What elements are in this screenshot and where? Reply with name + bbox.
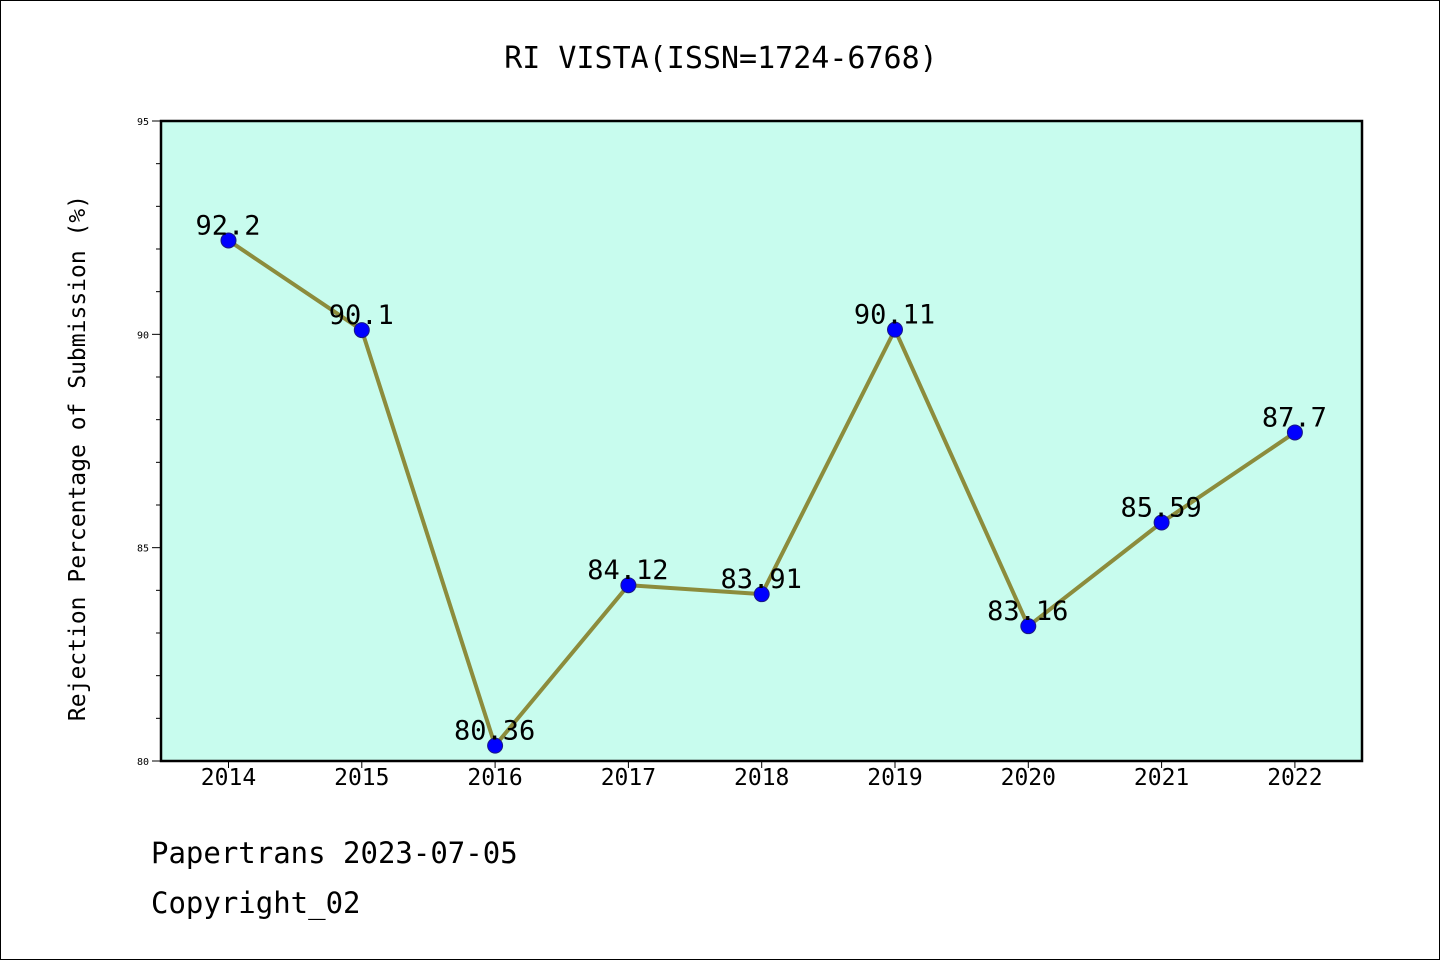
data-point — [220, 232, 237, 249]
chart-title: RI VISTA(ISSN=1724-6768) — [504, 41, 937, 76]
x-tick-label: 2018 — [734, 765, 789, 791]
data-point — [1020, 618, 1037, 635]
x-tick-label: 2017 — [601, 765, 656, 791]
data-label: 83.16 — [987, 596, 1068, 627]
data-label: 84.12 — [587, 555, 668, 586]
data-point — [620, 577, 637, 594]
x-axis-ticks: 2014 2015 2016 2017 2018 2019 2020 2021 2022 — [201, 761, 1323, 791]
data-point — [353, 322, 370, 339]
y-tick-label: 95 — [137, 117, 149, 128]
x-tick-label: 2016 — [467, 765, 522, 791]
footer-copyright: Copyright_02 — [151, 886, 361, 920]
x-tick-label: 2021 — [1134, 765, 1189, 791]
x-tick-label: 2014 — [201, 765, 256, 791]
data-point — [753, 586, 770, 603]
x-tick-label: 2022 — [1267, 765, 1322, 791]
y-tick-label: 80 — [137, 757, 149, 768]
y-axis-ticks: 80 85 90 95 — [137, 117, 161, 768]
data-label-group: 92.2 90.1 80.36 84.12 83.91 90.11 83.16 85.59 87… — [195, 210, 1326, 746]
x-tick-label: 2015 — [334, 765, 389, 791]
data-label: 90.11 — [854, 300, 935, 331]
data-point — [1286, 424, 1303, 441]
plot-area — [159, 119, 1364, 763]
x-tick-label: 2020 — [1001, 765, 1056, 791]
x-tick-label: 2019 — [867, 765, 922, 791]
data-point — [487, 737, 504, 754]
data-label: 87.7 — [1262, 402, 1327, 433]
series-line-group — [220, 232, 1303, 754]
y-tick-label: 85 — [137, 544, 149, 555]
data-label: 85.59 — [1120, 492, 1201, 523]
data-label: 83.91 — [721, 564, 802, 595]
footer-date: Papertrans 2023-07-05 — [151, 836, 518, 870]
data-label: 80.36 — [454, 716, 535, 747]
data-point — [887, 321, 903, 338]
data-label: 92.2 — [195, 210, 260, 241]
data-point — [1153, 514, 1170, 531]
y-tick-label: 90 — [137, 330, 149, 341]
y-axis-label: Rejection Percentage of Submission (%) — [65, 195, 91, 721]
data-label: 90.1 — [329, 300, 394, 331]
